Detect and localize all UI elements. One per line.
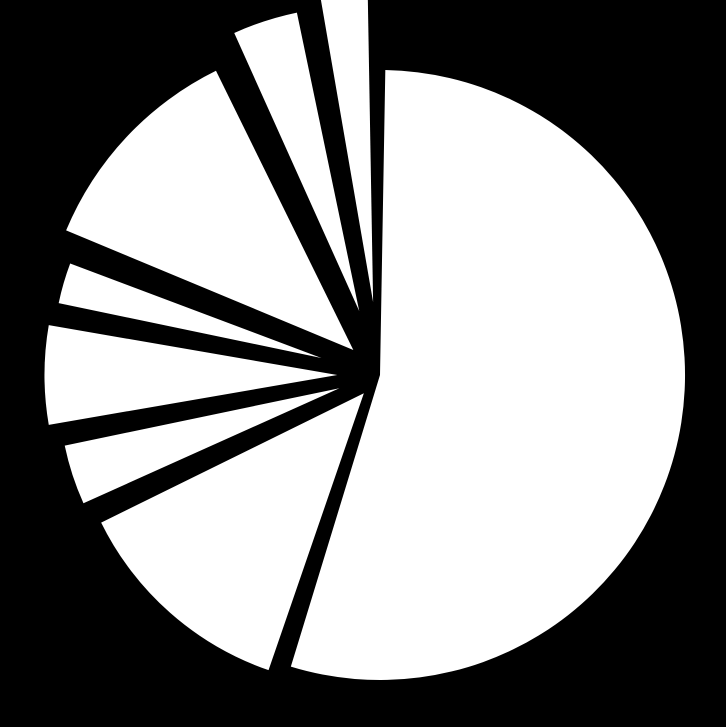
pie-chart (0, 0, 726, 727)
